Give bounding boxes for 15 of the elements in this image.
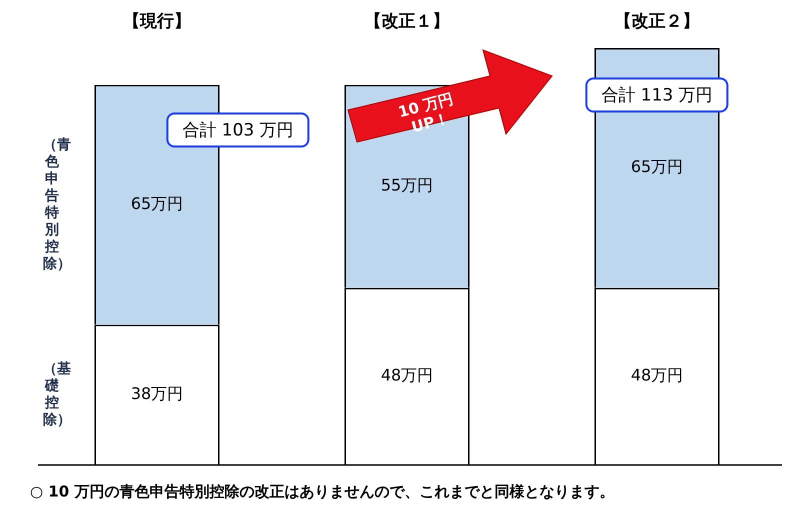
x-tick-label: 【改正２】	[614, 11, 700, 32]
text: ○ 10 万円の青色申告特別控除の改正はありませんので、これまでと同様となります。	[30, 482, 614, 502]
data-label: 65万円	[130, 194, 184, 213]
annotation: 合計 113 万円	[585, 78, 729, 112]
annotation: 10 万円 UP！	[395, 88, 456, 138]
annotation: 合計 103 万円	[166, 112, 310, 148]
x-tick-label: 【現行】	[123, 11, 191, 32]
x-tick-label: 【改正１】	[364, 11, 450, 32]
data-label: 65万円	[630, 157, 684, 176]
data-label: 48万円	[380, 366, 434, 385]
series-label: （基礎控除）	[43, 360, 71, 429]
data-label: 38万円	[130, 384, 184, 404]
data-label: 55万円	[380, 176, 434, 195]
series-label: （青色申告特別控除）	[43, 136, 71, 273]
data-label: 48万円	[630, 366, 684, 385]
